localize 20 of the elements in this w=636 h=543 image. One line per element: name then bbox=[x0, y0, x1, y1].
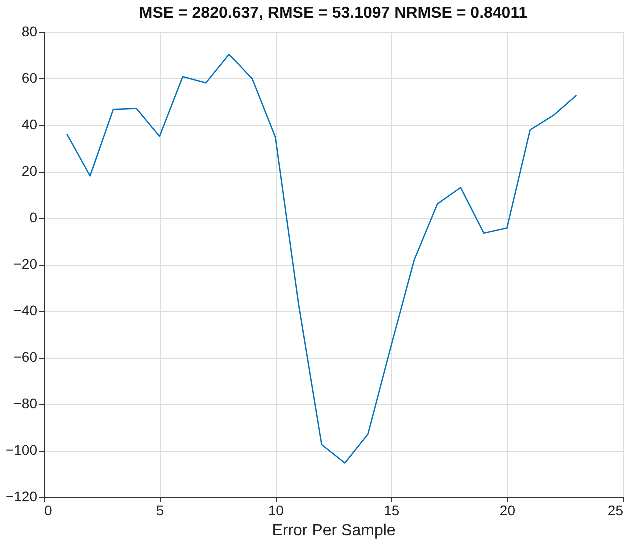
x-tick-label: 25 bbox=[608, 502, 624, 518]
x-axis-title: Error Per Sample bbox=[272, 522, 396, 540]
y-tick-label: −60 bbox=[14, 349, 38, 365]
y-tick-label: −120 bbox=[6, 488, 38, 504]
y-tick-label: −100 bbox=[6, 442, 38, 458]
y-tick-label: −80 bbox=[14, 396, 38, 412]
x-tick-label: 20 bbox=[500, 502, 516, 518]
x-tick-label: 5 bbox=[156, 502, 164, 518]
x-tick-label: 10 bbox=[268, 502, 284, 518]
line-series bbox=[66, 54, 578, 464]
y-tick-label: −20 bbox=[14, 256, 38, 272]
x-tick-label: 0 bbox=[44, 502, 52, 518]
y-tick-label: 60 bbox=[22, 70, 38, 86]
x-tick-label: 15 bbox=[384, 502, 400, 518]
y-tick-label: 20 bbox=[22, 163, 38, 179]
y-tick-label: −40 bbox=[14, 302, 38, 318]
chart-title: MSE = 2820.637, RMSE = 53.1097 NRMSE = 0.84011 bbox=[139, 5, 528, 22]
y-tick-label: 80 bbox=[22, 24, 38, 40]
y-tick-label: 0 bbox=[30, 210, 38, 226]
y-tick-label: 40 bbox=[22, 116, 38, 132]
